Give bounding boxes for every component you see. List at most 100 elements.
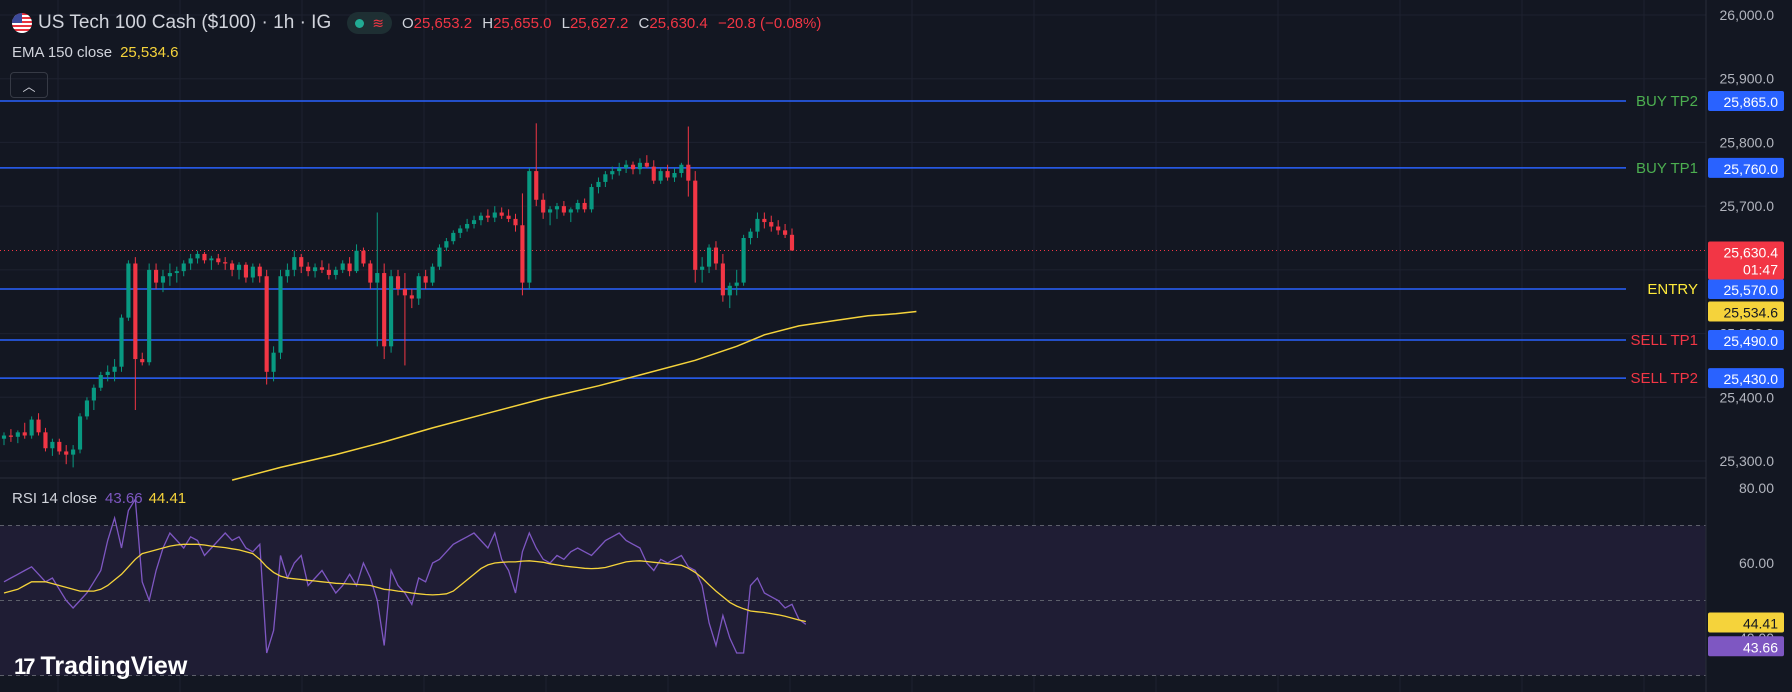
candle[interactable] [527, 167, 532, 289]
level-buy-tp1[interactable]: BUY TP1 [0, 160, 1698, 177]
candle-body[interactable] [776, 226, 781, 231]
candle-body[interactable] [361, 250, 366, 264]
candle-body[interactable] [202, 253, 207, 261]
candle-body[interactable] [195, 253, 200, 259]
candle-body[interactable] [77, 416, 83, 450]
candle[interactable] [402, 273, 407, 366]
candle-body[interactable] [534, 171, 539, 200]
candle[interactable] [312, 263, 318, 278]
candle[interactable] [22, 422, 27, 439]
candle-body[interactable] [278, 276, 283, 353]
candle[interactable] [347, 257, 352, 277]
candle[interactable] [140, 352, 145, 366]
candle-body[interactable] [679, 164, 684, 174]
candle[interactable] [423, 269, 428, 289]
candle[interactable] [181, 260, 186, 277]
candle[interactable] [727, 282, 732, 309]
candle[interactable] [188, 253, 193, 270]
candle[interactable] [361, 247, 366, 267]
level-price-tag[interactable]: 25,430.0 [1708, 368, 1784, 389]
candle[interactable] [223, 257, 228, 270]
candle-body[interactable] [395, 276, 401, 289]
ema-150-line[interactable] [231, 310, 917, 481]
candle-body[interactable] [382, 273, 387, 347]
candle-body[interactable] [686, 164, 691, 181]
candle[interactable] [541, 193, 546, 219]
candle-body[interactable] [347, 263, 352, 272]
candle[interactable] [506, 209, 511, 223]
candle[interactable] [257, 263, 262, 283]
candle-body[interactable] [119, 317, 124, 367]
candle[interactable] [340, 260, 345, 274]
candle-body[interactable] [112, 366, 117, 372]
candle[interactable] [596, 177, 601, 194]
symbol-title[interactable]: US Tech 100 Cash ($100) · 1h · IG [38, 12, 332, 33]
candle-body[interactable] [181, 263, 186, 272]
candle-body[interactable] [319, 267, 325, 270]
ema-price-tag[interactable]: 25,534.6 [1708, 301, 1784, 322]
candle-body[interactable] [340, 263, 345, 270]
candle-body[interactable] [264, 276, 269, 372]
candle[interactable] [8, 429, 13, 442]
candle-body[interactable] [734, 282, 739, 286]
candle-body[interactable] [223, 262, 228, 264]
candle-body[interactable] [1, 435, 7, 439]
candle-body[interactable] [762, 218, 767, 223]
candle[interactable] [478, 212, 484, 226]
candle-body[interactable] [402, 288, 407, 296]
candle-body[interactable] [133, 263, 138, 360]
candle-body[interactable] [693, 180, 698, 270]
candle-body[interactable] [603, 174, 608, 182]
candle-body[interactable] [416, 276, 421, 299]
candle-body[interactable] [167, 273, 172, 277]
candle[interactable] [672, 167, 677, 182]
candle[interactable] [465, 218, 470, 232]
candle-body[interactable] [589, 187, 594, 210]
candle-body[interactable] [423, 276, 428, 283]
candle[interactable] [285, 263, 290, 283]
candle[interactable] [160, 269, 166, 293]
candle-body[interactable] [554, 206, 560, 210]
candle-body[interactable] [50, 441, 55, 449]
candle[interactable] [776, 220, 781, 235]
ema-legend[interactable]: EMA 150 close 25,534.6 [12, 44, 178, 61]
candle-body[interactable] [209, 258, 214, 261]
candle-body[interactable] [57, 441, 62, 452]
candle[interactable] [582, 198, 587, 213]
candle[interactable] [216, 253, 221, 265]
candle[interactable] [665, 164, 670, 181]
candle-body[interactable] [333, 269, 338, 275]
candle[interactable] [575, 199, 580, 213]
level-price-tag[interactable]: 25,760.0 [1708, 157, 1784, 178]
candle[interactable] [485, 209, 490, 223]
candle-body[interactable] [126, 263, 131, 318]
candle[interactable] [333, 266, 338, 280]
candle[interactable] [98, 371, 103, 391]
candle[interactable] [706, 244, 712, 274]
candle-body[interactable] [299, 257, 304, 267]
candle-body[interactable] [630, 164, 636, 170]
candle[interactable] [520, 193, 525, 296]
candle-body[interactable] [465, 223, 470, 229]
candle[interactable] [167, 263, 172, 286]
candle[interactable] [561, 201, 566, 216]
candle[interactable] [395, 269, 401, 296]
candle-body[interactable] [644, 162, 649, 167]
candle[interactable] [105, 365, 110, 382]
candle[interactable] [603, 171, 608, 188]
candle[interactable] [368, 260, 373, 289]
candle[interactable] [769, 215, 774, 232]
candle-body[interactable] [147, 269, 152, 363]
candle[interactable] [534, 123, 539, 207]
candle[interactable] [326, 263, 331, 280]
candle-body[interactable] [285, 269, 290, 277]
candle-body[interactable] [84, 400, 90, 417]
candle[interactable] [700, 257, 705, 283]
candle-body[interactable] [430, 266, 435, 283]
level-sell-tp1[interactable]: SELL TP1 [0, 332, 1698, 349]
candle[interactable] [15, 430, 20, 444]
candle-body[interactable] [451, 232, 456, 242]
candle-body[interactable] [174, 271, 179, 274]
level-price-tag[interactable]: 25,570.0 [1708, 278, 1784, 299]
